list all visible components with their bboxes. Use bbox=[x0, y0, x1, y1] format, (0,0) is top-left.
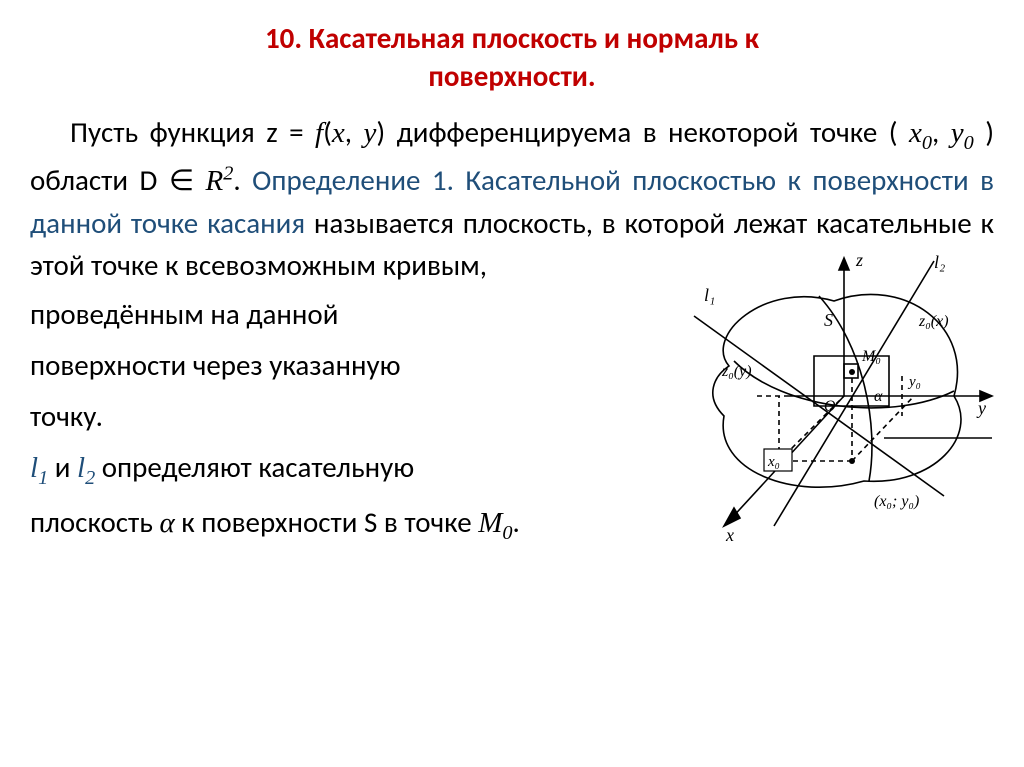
lbl-S: S bbox=[824, 310, 833, 330]
c-and: и bbox=[48, 449, 77, 485]
lbl-z0x: z₀(x) bbox=[918, 313, 949, 330]
lbl-y0: y₀ bbox=[907, 374, 921, 390]
lbl-l2: l₂ bbox=[934, 252, 945, 272]
p1-y: y bbox=[363, 117, 376, 149]
p1-f: f bbox=[315, 117, 323, 149]
lbl-l1: l₁ bbox=[704, 285, 715, 305]
p1-s1: Пусть функция z = bbox=[70, 114, 315, 150]
p1-x: x bbox=[332, 117, 345, 149]
p1-s3: ( bbox=[323, 114, 332, 150]
c2-a: плоскость bbox=[30, 504, 159, 540]
c2-c: . bbox=[513, 504, 520, 540]
lbl-alpha: α bbox=[874, 388, 883, 405]
c2-b: к поверхности S в точке bbox=[175, 504, 479, 540]
p1-s5: , bbox=[345, 114, 364, 150]
page-title: 10. Касательная плоскость и нормаль к по… bbox=[30, 20, 994, 95]
lbl-x: x bbox=[725, 525, 734, 545]
c-l2-sub: 2 bbox=[85, 466, 95, 488]
lbl-z0y: z₀(y) bbox=[721, 363, 752, 380]
p1-x0-sub: 0 bbox=[922, 132, 932, 154]
lbl-y: y bbox=[976, 398, 986, 418]
title-line2: поверхности. bbox=[428, 58, 595, 94]
c-l1: l bbox=[30, 452, 38, 484]
c-l2: l bbox=[77, 452, 85, 484]
tangent-plane-diagram: z y x l₁ l₂ S M₀ α O z₀(y) z₀(x) x₀ y₀ (… bbox=[634, 246, 994, 551]
p1-x0: x bbox=[909, 117, 922, 149]
p1-s9: , bbox=[932, 114, 951, 150]
c-s4: определяют касательную bbox=[95, 449, 414, 485]
p1-s7: ) дифференцируема в некоторой точке ( bbox=[376, 114, 909, 150]
title-line1: 10. Касательная плоскость и нормаль к bbox=[265, 20, 759, 56]
c2-alpha: α bbox=[159, 507, 174, 539]
p1-y0: y bbox=[951, 117, 964, 149]
lbl-O: O bbox=[824, 398, 836, 415]
c2-M: M bbox=[478, 507, 502, 539]
lbl-x0: x₀ bbox=[767, 454, 780, 470]
def-label: Определение 1. bbox=[252, 162, 465, 198]
c-l1-sub: 1 bbox=[38, 466, 48, 488]
c2-M0: 0 bbox=[502, 522, 512, 544]
lbl-M0: M₀ bbox=[861, 348, 881, 365]
lbl-x0y0: (x₀; y₀) bbox=[874, 493, 919, 510]
lbl-z: z bbox=[855, 250, 863, 270]
p1-s13: . bbox=[233, 162, 252, 198]
p1-R2: 2 bbox=[223, 162, 233, 184]
p1-R: R bbox=[206, 165, 224, 197]
p1-y0-sub: 0 bbox=[964, 132, 974, 154]
content: Пусть функция z = f(x, y) дифференцируем… bbox=[30, 111, 994, 549]
